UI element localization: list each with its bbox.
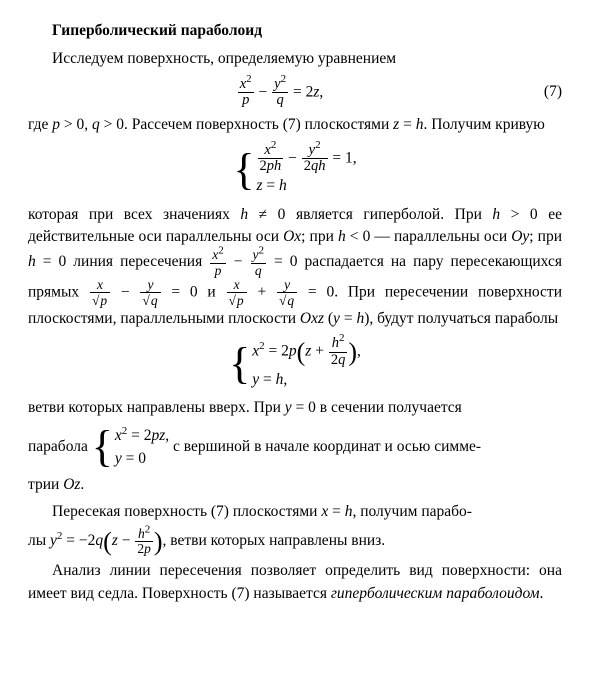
brace-icon: { bbox=[233, 143, 254, 198]
paragraph-3a: ветви которых направлены вверх. При y = … bbox=[28, 397, 562, 419]
system-2: { x2 = 2p(z + h22q), y = h, bbox=[28, 336, 562, 391]
system-3-row-2: y = 0 bbox=[115, 447, 169, 470]
paragraph-2: которая при всех значениях h ≠ 0 являетс… bbox=[28, 204, 562, 331]
paragraph-3b: парабола { x2 = 2pz, y = 0 с вершиной в … bbox=[28, 424, 562, 471]
paragraph-3b-post: с вершиной в начале координат и осью сим… bbox=[169, 437, 481, 454]
section-heading: Гиперболический параболоид bbox=[28, 20, 562, 42]
intro-text: Исследуем поверхность, определяемую урав… bbox=[28, 48, 562, 70]
paragraph-3c: трии Oz. bbox=[28, 474, 562, 496]
system-1-row-1: x22ph − y22qh = 1, bbox=[257, 143, 357, 174]
paragraph-1: где p > 0, q > 0. Рассечем поверхность (… bbox=[28, 114, 562, 136]
brace-icon: { bbox=[229, 336, 250, 391]
brace-icon: { bbox=[92, 424, 113, 471]
paragraph-4a: Пересекая поверхность (7) плоскостями x … bbox=[28, 501, 562, 523]
system-3: { x2 = 2pz, y = 0 bbox=[92, 424, 169, 471]
equation-7-number: (7) bbox=[532, 81, 562, 103]
system-2-row-2: y = h, bbox=[252, 368, 361, 391]
system-1-row-2: z = h bbox=[257, 174, 357, 197]
paragraph-4b: лы y2 = −2q(z − h22p), ветви которых нап… bbox=[28, 527, 562, 556]
system-1: { x22ph − y22qh = 1, z = h bbox=[28, 143, 562, 198]
equation-7-body: x2p − y2q = 2z, bbox=[28, 77, 532, 108]
equation-7: x2p − y2q = 2z, (7) bbox=[28, 77, 562, 108]
system-3-row-1: x2 = 2pz, bbox=[115, 424, 169, 447]
system-2-row-1: x2 = 2p(z + h22q), bbox=[252, 336, 361, 367]
paragraph-5: Анализ линии пересечения позволяет опред… bbox=[28, 560, 562, 605]
paragraph-3b-pre: парабола bbox=[28, 437, 92, 454]
